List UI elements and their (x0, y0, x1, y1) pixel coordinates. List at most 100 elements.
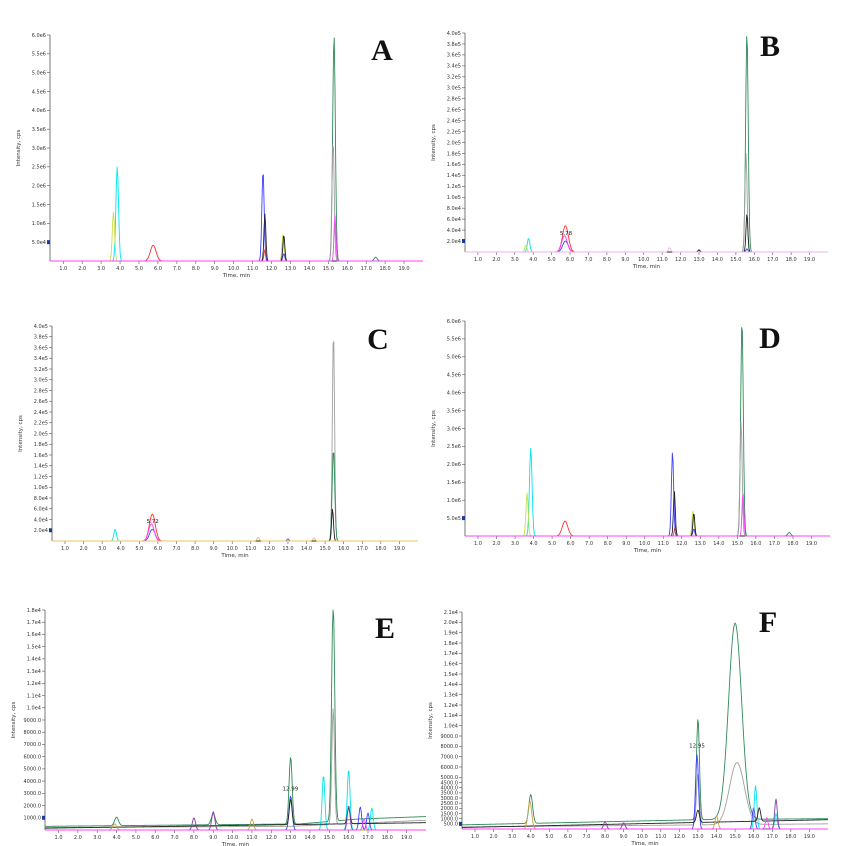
y-tick-label: 2.0e4 (34, 528, 48, 534)
y-tick-label: 9000.0 (24, 718, 42, 724)
y-tick-label: 8.0e4 (34, 496, 48, 502)
y-tick-label: 1.5e4 (27, 644, 41, 650)
x-tick-label: 5.0 (548, 541, 556, 547)
y-tick-label: 4000.0 (24, 779, 42, 785)
y-tick-label: 4500.0 (441, 780, 459, 786)
panel-a: 5.0e4 1.0e6 1.5e6 2.0e6 2.5e6 3.0e6 3.5e6 4.0e6… (16, 33, 423, 279)
y-tick-label: 5000.0 (24, 767, 42, 773)
x-tick-label: 9.0 (621, 257, 629, 263)
y-tick-label: 2.2e5 (447, 129, 461, 135)
series-trace (465, 452, 830, 537)
x-tick-label: 8.0 (604, 541, 612, 547)
y-tick-label: 1.8e4 (27, 608, 41, 614)
y-tick-label: 1.4e4 (444, 682, 458, 688)
y-tick-label: 3.8e5 (34, 335, 48, 341)
y-tick-label: 2.8e5 (34, 388, 48, 394)
y-tick-label: 1.7e4 (27, 620, 41, 626)
x-axis-title: Time, min (633, 548, 662, 554)
x-tick-label: 18.0 (380, 266, 391, 272)
y-tick-label: 2.0e6 (447, 462, 461, 468)
y-tick-label: 3.4e5 (34, 356, 48, 362)
x-axis-title: Time, min (220, 553, 249, 559)
x-tick-label: 17.0 (769, 541, 780, 547)
y-tick-label: 1.5e6 (32, 202, 46, 208)
x-tick-label: 17.0 (362, 835, 373, 841)
y-tick-label: 2.0e5 (34, 431, 48, 437)
panel-letter-d: D (759, 322, 781, 355)
x-tick-label: 5.0 (135, 546, 143, 552)
y-tick-label: 3.0e5 (447, 86, 461, 92)
y-tick-label: 7000.0 (24, 742, 42, 748)
peak-annotation: 5.72 (147, 519, 159, 525)
y-tick-label: 2.0e4 (447, 239, 461, 245)
x-tick-label: 7.0 (585, 541, 593, 547)
series-trace (465, 327, 830, 537)
series-trace (465, 225, 828, 253)
x-tick-label: 14.0 (301, 546, 312, 552)
x-tick-label: 6.0 (567, 541, 575, 547)
y-tick-label: 4.0e5 (447, 31, 461, 37)
y-tick-label: 1.1e4 (27, 693, 41, 699)
y-tick-label: 2.1e4 (444, 610, 458, 616)
x-tick-label: 9.0 (211, 266, 219, 272)
axis-marker (462, 239, 465, 244)
y-tick-label: 3000.0 (24, 791, 42, 797)
y-tick-label: 1.5e4 (444, 672, 458, 678)
x-tick-label: 8.0 (191, 546, 199, 552)
x-tick-label: 15.0 (324, 835, 335, 841)
y-axis-title: Intensity, cps (431, 410, 437, 447)
series-trace (465, 36, 828, 253)
y-axis-title: Intensity, cps (18, 415, 24, 452)
x-tick-label: 15.0 (320, 546, 331, 552)
x-tick-label: 16.0 (748, 834, 759, 840)
x-tick-label: 3.0 (511, 541, 519, 547)
y-tick-label: 1.8e5 (447, 151, 461, 157)
y-tick-label: 1000.0 (24, 816, 42, 822)
y-tick-label: 1.9e4 (444, 630, 458, 636)
x-tick-label: 4.0 (527, 834, 535, 840)
x-tick-label: 13.0 (693, 257, 704, 263)
y-tick-label: 2.0e5 (447, 140, 461, 146)
y-tick-label: 2.4e5 (34, 410, 48, 416)
panel-letter-f: F (759, 606, 777, 639)
series-trace (465, 492, 830, 537)
panel-e: 1000.0 2000.0 3000.0 4000.0 5000.0 6000.0 7000… (11, 608, 427, 846)
panel-letter-b: B (760, 30, 780, 63)
x-tick-label: 10.0 (637, 834, 648, 840)
x-tick-label: 13.0 (695, 541, 706, 547)
series-trace (462, 762, 829, 828)
x-tick-label: 1.0 (61, 546, 69, 552)
y-tick-label: 1.8e5 (34, 442, 48, 448)
x-tick-label: 2.0 (78, 266, 86, 272)
series-trace (50, 213, 423, 262)
y-tick-label: 3.5e6 (447, 408, 461, 414)
y-tick-label: 4.0e4 (447, 228, 461, 234)
series-trace (462, 817, 828, 830)
y-tick-label: 2500.0 (441, 801, 459, 807)
x-tick-label: 15.0 (732, 541, 743, 547)
series-trace (50, 215, 423, 262)
x-tick-label: 6.0 (564, 834, 572, 840)
y-tick-label: 6.0e6 (32, 33, 46, 39)
y-tick-label: 1.3e4 (27, 669, 41, 675)
y-tick-label: 1.4e5 (34, 464, 48, 470)
series-trace (50, 244, 423, 262)
y-tick-label: 1000.0 (441, 816, 459, 822)
series-trace (462, 754, 828, 830)
x-tick-label: 11.0 (245, 546, 256, 552)
y-tick-label: 4.0e5 (34, 324, 48, 330)
series-trace (461, 807, 829, 828)
y-tick-label: 3.6e5 (34, 345, 48, 351)
peak-annotation: 12.99 (283, 786, 299, 792)
series-trace (45, 818, 426, 831)
series-trace (52, 341, 418, 542)
y-tick-label: 1.4e5 (447, 173, 461, 179)
series-trace (465, 447, 830, 537)
series-trace (50, 144, 423, 262)
y-tick-label: 1.0e6 (32, 221, 46, 227)
y-tick-label: 1.2e4 (444, 703, 458, 709)
x-tick-label: 14.0 (304, 835, 315, 841)
y-axis-title: Intensity, cps (428, 702, 434, 739)
y-tick-label: 1.3e4 (444, 692, 458, 698)
series-trace (462, 798, 828, 830)
